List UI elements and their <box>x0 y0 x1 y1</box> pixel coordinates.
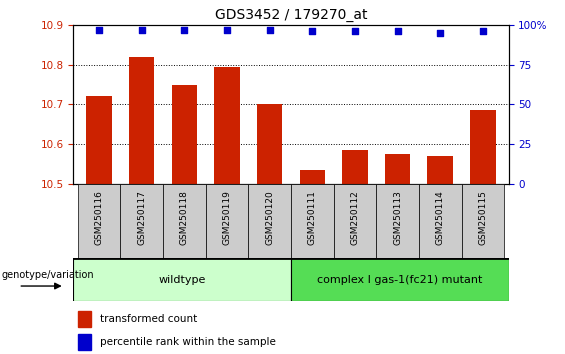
Bar <box>428 156 453 184</box>
Title: GDS3452 / 179270_at: GDS3452 / 179270_at <box>215 8 367 22</box>
Text: GSM250115: GSM250115 <box>479 190 488 245</box>
Bar <box>462 184 504 258</box>
Bar <box>163 184 206 258</box>
Text: GSM250116: GSM250116 <box>94 190 103 245</box>
Point <box>308 28 317 34</box>
Text: GSM250111: GSM250111 <box>308 190 317 245</box>
Text: wildtype: wildtype <box>159 275 206 285</box>
Bar <box>78 311 91 327</box>
Text: GSM250118: GSM250118 <box>180 190 189 245</box>
Text: genotype/variation: genotype/variation <box>2 270 94 280</box>
Bar <box>249 184 291 258</box>
Bar <box>206 184 249 258</box>
Bar <box>376 184 419 258</box>
Point <box>265 27 274 32</box>
Point <box>479 28 488 34</box>
Bar <box>385 154 410 184</box>
Bar <box>299 170 325 184</box>
Text: GSM250114: GSM250114 <box>436 190 445 245</box>
Bar <box>342 150 368 184</box>
Bar <box>470 110 496 184</box>
Point <box>393 28 402 34</box>
Text: GSM250112: GSM250112 <box>350 190 359 245</box>
Bar <box>129 57 154 184</box>
Text: GSM250119: GSM250119 <box>223 190 232 245</box>
Bar <box>214 67 240 184</box>
Bar <box>78 184 120 258</box>
Bar <box>419 184 462 258</box>
Bar <box>86 96 112 184</box>
Text: GSM250120: GSM250120 <box>265 190 274 245</box>
Bar <box>291 258 508 301</box>
Bar <box>120 184 163 258</box>
Point <box>350 28 359 34</box>
Text: GSM250117: GSM250117 <box>137 190 146 245</box>
Bar <box>73 258 291 301</box>
Text: GSM250113: GSM250113 <box>393 190 402 245</box>
Bar <box>172 85 197 184</box>
Point <box>223 27 232 32</box>
Text: transformed count: transformed count <box>99 314 197 324</box>
Bar <box>291 184 333 258</box>
Text: percentile rank within the sample: percentile rank within the sample <box>99 337 275 347</box>
Bar <box>257 104 282 184</box>
Point <box>94 27 103 32</box>
Bar <box>333 184 376 258</box>
Point <box>180 27 189 32</box>
Point <box>436 30 445 35</box>
Point <box>137 27 146 32</box>
Bar <box>78 334 91 350</box>
Text: complex I gas-1(fc21) mutant: complex I gas-1(fc21) mutant <box>317 275 483 285</box>
